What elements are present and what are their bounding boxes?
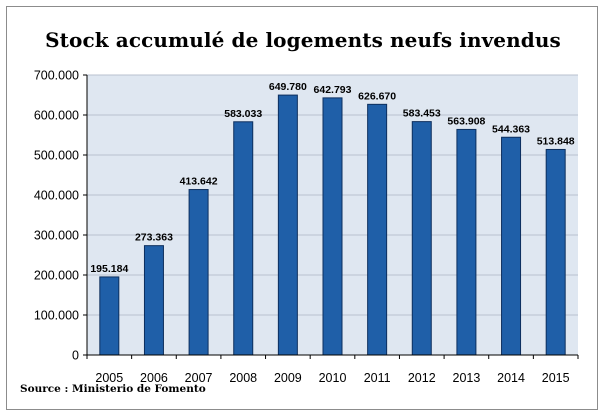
data-label-2009: 649.780: [269, 81, 307, 93]
x-tick-label: 2008: [229, 371, 257, 385]
bar-2007: [188, 189, 209, 356]
y-tick-label: 100.000: [34, 309, 79, 323]
y-tick-label: 600.000: [34, 109, 79, 123]
x-tick-label: 2011: [364, 371, 391, 385]
data-label-2015: 513.848: [537, 135, 575, 147]
y-tick-label: 400.000: [34, 189, 79, 203]
chart-title: Stock accumulé de logements neufs invend…: [45, 28, 561, 52]
bar-2012: [411, 121, 432, 356]
data-label-2010: 642.793: [314, 84, 352, 96]
y-tick-label: 700.000: [34, 69, 79, 83]
bar-2009: [277, 94, 298, 356]
data-label-2006: 273.363: [135, 232, 173, 244]
data-label-2008: 583.033: [224, 108, 262, 120]
data-label-2007: 413.642: [180, 176, 218, 188]
x-tick-label: 2009: [274, 371, 302, 385]
x-tick-label: 2006: [140, 371, 168, 385]
bar-2013: [456, 128, 477, 356]
x-tick-label: 2012: [408, 371, 436, 385]
bar-2014: [501, 136, 522, 356]
data-label-2013: 563.908: [447, 115, 485, 127]
bar-2008: [233, 121, 254, 356]
bar-2006: [143, 245, 164, 356]
data-label-2005: 195.184: [90, 263, 128, 275]
x-tick-label: 2005: [95, 371, 123, 385]
bar-2005: [99, 276, 120, 356]
bar-2011: [367, 103, 388, 356]
source-note: Source : Ministerio de Fomento: [20, 383, 206, 395]
y-tick-label: 300.000: [34, 229, 79, 243]
data-labels: 195.184 273.363 413.642 583.033 649.780 642.7…: [90, 81, 574, 275]
x-tick-label: 2013: [453, 371, 481, 385]
y-tick-label: 200.000: [34, 269, 79, 283]
y-tick-label: 0: [72, 349, 79, 363]
x-tick-label: 2010: [319, 371, 347, 385]
data-label-2014: 544.363: [492, 123, 530, 135]
data-label-2011: 626.670: [358, 90, 396, 102]
data-label-2012: 583.453: [403, 108, 441, 120]
bar-2015: [545, 148, 566, 356]
x-tick-label: 2015: [542, 371, 570, 385]
y-axis-ticks: 0 100.000 200.000 300.000 400.000 500.000 600.…: [34, 69, 87, 363]
x-tick-label: 2007: [185, 371, 213, 385]
y-tick-label: 500.000: [34, 149, 79, 163]
x-tick-label: 2014: [497, 371, 525, 385]
x-axis-ticks: 2005 2006 2007 2008 2009 2010 2011 2012 2013 2014…: [86, 355, 579, 385]
bars: [99, 94, 566, 356]
bar-2010: [322, 97, 343, 356]
